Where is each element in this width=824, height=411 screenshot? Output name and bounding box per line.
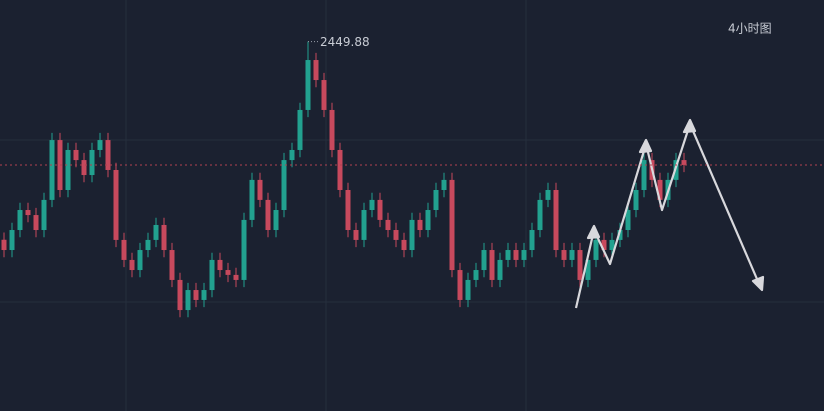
candle-body xyxy=(441,179,447,190)
candle-body xyxy=(585,259,591,280)
candle-body xyxy=(329,109,335,150)
candle-body xyxy=(73,149,79,161)
candle-body xyxy=(17,210,23,231)
candle-body xyxy=(201,290,207,300)
candle-body xyxy=(249,179,255,220)
candle-body xyxy=(137,250,143,271)
candle-body xyxy=(209,259,215,291)
candle-body xyxy=(521,250,527,260)
candle-body xyxy=(569,250,575,260)
candle-body xyxy=(497,259,503,280)
candle-body xyxy=(1,239,7,251)
candle-body xyxy=(417,219,423,231)
arrow-head xyxy=(638,138,653,154)
candle-body xyxy=(393,230,399,240)
candle-body xyxy=(81,160,87,176)
candle-body xyxy=(9,230,15,251)
candle-body xyxy=(313,60,319,81)
candle-body xyxy=(609,239,615,251)
candle-body xyxy=(465,279,471,300)
candle-body xyxy=(305,60,311,110)
candle-body xyxy=(449,179,455,271)
candle-body xyxy=(225,270,231,275)
candle-body xyxy=(377,199,383,220)
candle-body xyxy=(625,210,631,231)
drawn-arrows xyxy=(574,118,765,309)
candle-body xyxy=(233,274,239,280)
zigzag-arrow xyxy=(574,123,692,309)
high-label: 2449.88 xyxy=(320,35,370,49)
candle-body xyxy=(641,160,647,190)
candle-body xyxy=(129,259,135,271)
candle-body xyxy=(161,224,167,251)
candle-body xyxy=(113,169,119,240)
candle-body xyxy=(457,270,463,300)
candle-body xyxy=(273,210,279,231)
candle-body xyxy=(265,199,271,231)
candle-body xyxy=(49,140,55,200)
candle-body xyxy=(321,80,327,110)
candle-body xyxy=(545,189,551,200)
candle-body xyxy=(473,270,479,280)
arrow-head xyxy=(682,118,697,134)
candle-body xyxy=(369,199,375,211)
candle-body xyxy=(97,140,103,150)
candle-body xyxy=(33,215,39,231)
candle-body xyxy=(385,219,391,231)
candle-body xyxy=(577,250,583,280)
candle-body xyxy=(425,210,431,231)
candle-body xyxy=(241,219,247,280)
candle-body xyxy=(217,259,223,271)
arrow-head xyxy=(751,275,765,292)
candle-body xyxy=(401,239,407,251)
candle-body xyxy=(409,219,415,251)
candle-body xyxy=(297,109,303,150)
interval-label: 4小时图 xyxy=(728,22,772,36)
candle-body xyxy=(553,189,559,251)
candle-body xyxy=(633,189,639,211)
candle-body xyxy=(593,239,599,260)
candle-body xyxy=(561,250,567,260)
candle-body xyxy=(65,149,71,190)
candle-body xyxy=(185,290,191,311)
candle-body xyxy=(281,160,287,211)
candle-body xyxy=(601,239,607,251)
candle-body xyxy=(617,230,623,240)
arrow-head xyxy=(586,224,601,240)
candle-body xyxy=(433,189,439,211)
candle-body xyxy=(89,149,95,176)
candle-body xyxy=(337,149,343,190)
candle-body xyxy=(513,250,519,260)
candle-body xyxy=(289,149,295,161)
candle-body xyxy=(481,250,487,271)
candle-body xyxy=(193,290,199,300)
candle-body xyxy=(345,189,351,231)
candle-body xyxy=(145,239,151,251)
candle-body xyxy=(41,199,47,231)
candle-body xyxy=(529,230,535,251)
down-arrow xyxy=(688,123,762,287)
candle-body xyxy=(121,239,127,260)
candle-body xyxy=(25,210,31,216)
candle-body xyxy=(489,250,495,280)
candle-body xyxy=(105,140,111,170)
candle-body xyxy=(657,179,663,200)
candle-body xyxy=(169,250,175,280)
candle-body xyxy=(177,279,183,311)
candles xyxy=(1,41,687,318)
candle-body xyxy=(361,210,367,240)
candle-body xyxy=(681,160,687,165)
candle-body xyxy=(257,179,263,200)
candle-body xyxy=(537,199,543,231)
candle-body xyxy=(505,250,511,260)
candle-body xyxy=(353,230,359,240)
candle-body xyxy=(153,224,159,240)
